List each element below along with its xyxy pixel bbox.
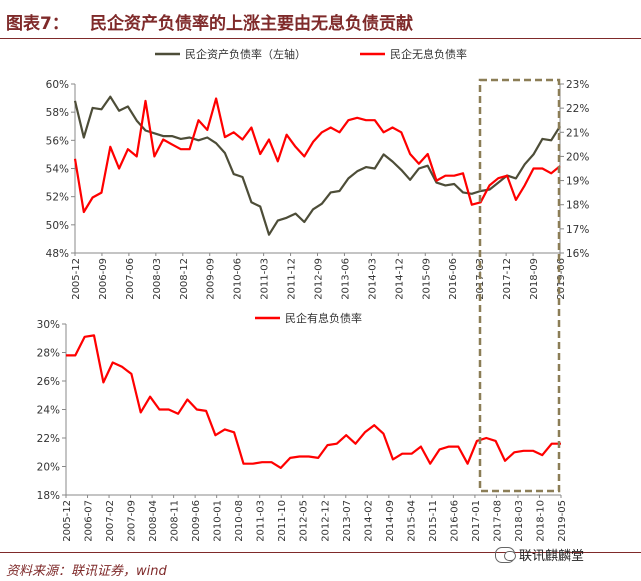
top-chart-y-right-tick-label: 16% (566, 248, 589, 260)
bottom-chart-x-tick-label: 2015-04 (406, 500, 417, 542)
source-note: 资料来源：联讯证券，wind (6, 560, 167, 579)
top-chart-y-right-tick-label: 19% (566, 176, 589, 188)
top-chart-y-tick-label: 56% (46, 135, 69, 147)
top-chart-x-tick-label: 2008-12 (179, 258, 190, 300)
bottom-chart-x-tick-label: 2017-01 (471, 500, 482, 542)
top-chart-x-tick-label: 2011-03 (260, 258, 271, 300)
bottom-chart-x-tick-label: 2015-11 (428, 500, 439, 542)
bottom-chart-x-tick-label: 2018-03 (514, 500, 525, 542)
top-chart-y-right-tick-label: 20% (566, 151, 589, 163)
bottom-chart-y-tick-label: 24% (37, 405, 60, 417)
bottom-chart-y-tick-label: 30% (37, 319, 60, 331)
bottom-chart-x-tick-label: 2009-06 (191, 500, 202, 542)
bottom-chart-x-tick-label: 2012-12 (320, 500, 331, 542)
bottom-chart-y-tick-label: 28% (37, 348, 60, 360)
chart-canvas: 48% 50% 52% 54% 56% 58% 60% 16% 17% 18% 19% 20% 21% 2… (0, 0, 641, 581)
bottom-chart-y-tick-label: 22% (37, 433, 60, 445)
top-chart-y-right-tick-label: 22% (566, 103, 589, 115)
bottom-chart-x-tick-label: 2016-06 (449, 500, 460, 542)
top-chart-x-tick-label: 2009-09 (206, 258, 217, 300)
top-chart-x-tick-label: 2006-09 (98, 258, 109, 300)
top-chart-y-right-tick-label: 17% (566, 224, 589, 236)
bottom-chart-y-tick-label: 18% (37, 490, 60, 502)
top-chart-x-tick-label: 2012-09 (314, 258, 325, 300)
top-chart-x-tick-label: 2013-06 (340, 258, 351, 300)
bottom-chart-x-tick-label: 2013-07 (342, 500, 353, 542)
bottom-chart-x-tick-label: 2007-02 (105, 500, 116, 542)
top-chart-x-tick-label: 2010-06 (233, 258, 244, 300)
bottom-chart-y-tick-label: 26% (37, 376, 60, 388)
bottom-chart-x-tick-label: 2019-05 (557, 500, 568, 542)
top-chart-x-tick-label: 2015-09 (421, 258, 432, 300)
top-chart-x-tick-label: 2018-09 (529, 258, 540, 300)
bottom-chart-x-tick-label: 2010-01 (213, 500, 224, 542)
legend-label-nonint: 民企无息负债率 (390, 47, 467, 61)
legend-label-asset: 民企资产负债率（左轴） (185, 47, 306, 61)
bottom-chart-x-tick-label: 2008-04 (148, 500, 159, 542)
bottom-chart-x-tick-label: 2005-12 (62, 500, 73, 542)
top-chart-y-tick-label: 52% (46, 192, 69, 204)
top-chart-x-tick-label: 2011-12 (287, 258, 298, 300)
top-chart-series-line-1 (75, 99, 560, 213)
bottom-chart-x-tick-label: 2006-07 (84, 500, 95, 542)
top-chart-y-right-tick-label: 23% (566, 79, 589, 91)
highlight-box (480, 80, 559, 491)
legend-label-int: 民企有息负债率 (285, 311, 362, 325)
bottom-chart-x-tick-label: 2008-11 (170, 500, 181, 542)
watermark: 联讯麒麟堂 (495, 545, 584, 564)
bottom-chart-x-tick-label: 2007-09 (127, 500, 138, 542)
top-chart-x-tick-label: 2019-06 (556, 258, 567, 300)
top-chart-x-tick-label: 2008-03 (152, 258, 163, 300)
bottom-chart-x-tick-label: 2010-08 (234, 500, 245, 542)
bottom-chart-x-tick-label: 2014-09 (385, 500, 396, 542)
top-chart-y-right-tick-label: 18% (566, 200, 589, 212)
top-chart-y-tick-label: 48% (46, 248, 69, 260)
top-chart-x-tick-label: 2016-06 (448, 258, 459, 300)
bottom-chart-x-tick-label: 2017-08 (492, 500, 503, 542)
top-chart-y-right-tick-label: 21% (566, 127, 589, 139)
top-chart-y-tick-label: 54% (46, 164, 69, 176)
bottom-chart-x-tick-label: 2018-10 (535, 500, 546, 542)
bottom-chart-x-tick-label: 2012-05 (299, 500, 310, 542)
watermark-text: 联讯麒麟堂 (519, 545, 584, 564)
top-chart-y-tick-label: 60% (46, 79, 69, 91)
top-chart-x-tick-label: 2017-12 (502, 258, 513, 300)
top-chart-x-tick-label: 2014-03 (367, 258, 378, 300)
wechat-icon (495, 547, 515, 563)
top-chart-x-tick-label: 2007-06 (125, 258, 136, 300)
top-chart-x-tick-label: 2014-12 (394, 258, 405, 300)
top-chart-y-tick-label: 50% (46, 220, 69, 232)
top-chart-x-tick-label: 2005-12 (71, 258, 82, 300)
bottom-chart-x-tick-label: 2011-03 (256, 500, 267, 542)
top-chart-y-tick-label: 58% (46, 107, 69, 119)
bottom-chart-series-line-0 (66, 335, 561, 468)
bottom-chart-x-tick-label: 2011-10 (277, 500, 288, 542)
bottom-chart-y-tick-label: 20% (37, 462, 60, 474)
bottom-chart-x-tick-label: 2014-02 (363, 500, 374, 542)
